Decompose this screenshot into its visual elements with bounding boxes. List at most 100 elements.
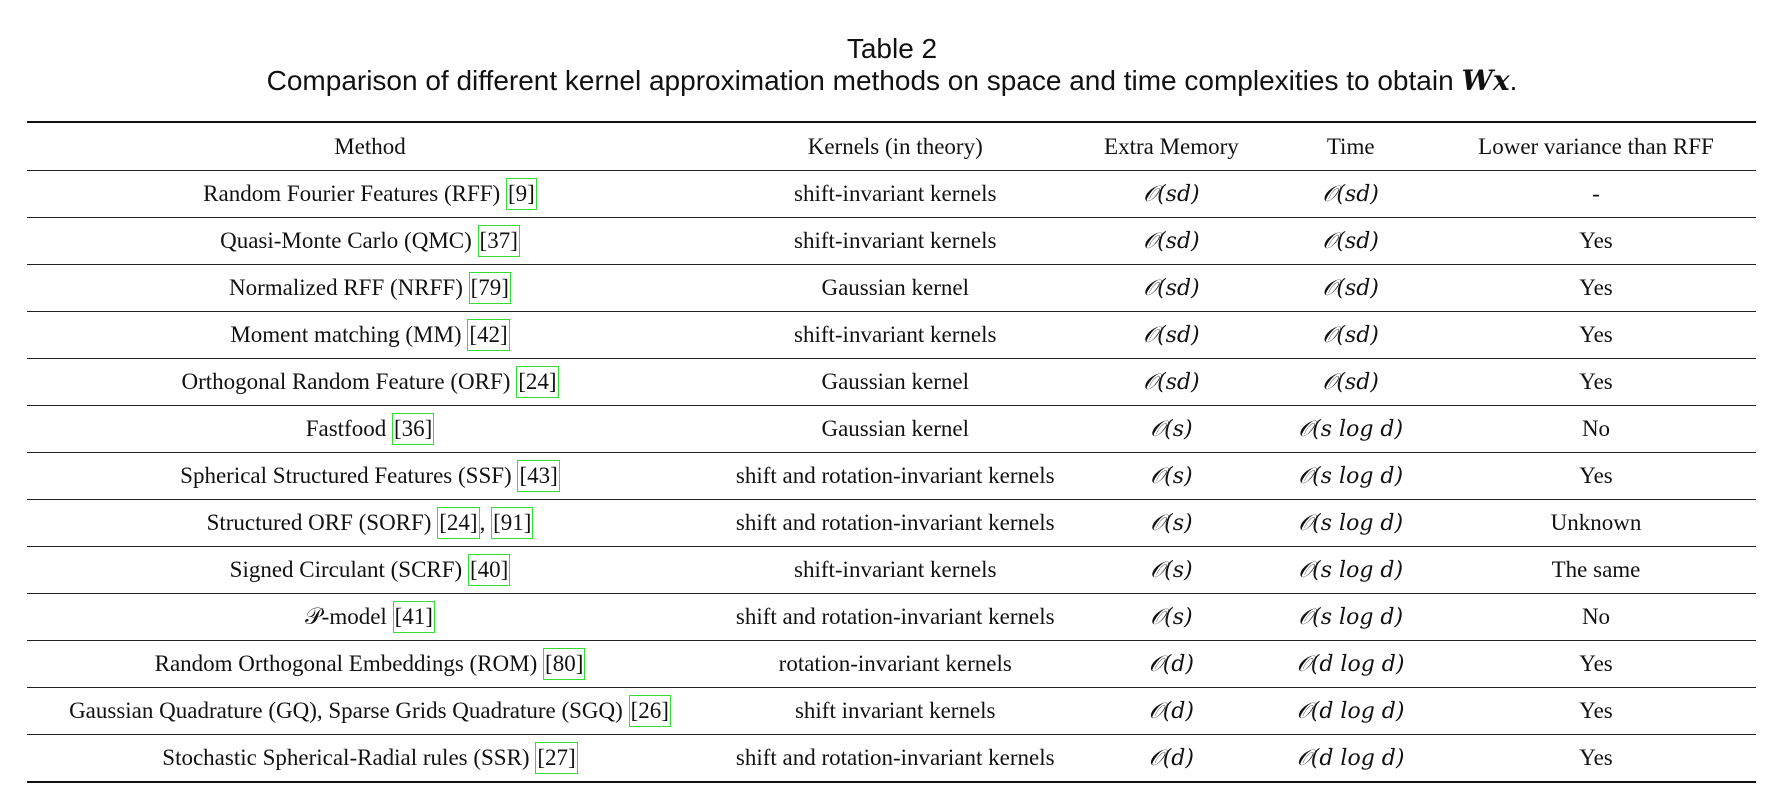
cell-lower-variance: -	[1436, 170, 1756, 218]
caption-description-text: Comparison of different kernel approxima…	[266, 65, 1462, 96]
citation-number: 37	[487, 228, 511, 253]
citation-link[interactable]: [40]	[467, 554, 511, 586]
citation-open-bracket: [	[470, 275, 479, 300]
cell-lower-variance: No	[1436, 405, 1756, 453]
cell-time: 𝒪(sd)	[1265, 358, 1437, 406]
cell-time: 𝒪(s log d)	[1265, 499, 1437, 547]
cell-method: 𝒫-model [41]	[27, 593, 713, 641]
citation-open-bracket: [	[537, 745, 546, 770]
citation-number: 36	[401, 416, 425, 441]
citation-number: 80	[552, 651, 576, 676]
method-name: Gaussian Quadrature (GQ), Sparse Grids Q…	[69, 698, 629, 723]
method-name: Random Fourier Features (RFF)	[203, 181, 506, 206]
cell-method: Structured ORF (SORF) [24], [91]	[27, 499, 713, 547]
cell-time: 𝒪(sd)	[1265, 264, 1437, 312]
citation-link[interactable]: [26]	[628, 695, 671, 727]
cell-extra-memory: 𝒪(sd)	[1077, 358, 1266, 406]
table-row: Fastfood [36] Gaussian kernel 𝒪(s) 𝒪(s log …	[27, 405, 1756, 453]
table-row: Orthogonal Random Feature (ORF) [24] Gaus…	[27, 358, 1756, 406]
cell-lower-variance: Yes	[1436, 311, 1756, 359]
table-row: Moment matching (MM) [42] shift-invariant…	[27, 311, 1756, 359]
cell-time: 𝒪(sd)	[1265, 170, 1437, 218]
cell-kernels: shift-invariant kernels	[712, 311, 1078, 359]
citation-close-bracket: ]	[500, 557, 509, 582]
cell-kernels: shift and rotation-invariant kernels	[712, 499, 1078, 547]
citation-number: 9	[515, 181, 528, 206]
citation-number: 43	[527, 463, 551, 488]
cell-extra-memory: 𝒪(sd)	[1077, 170, 1266, 218]
cell-method: Normalized RFF (NRFF) [79]	[27, 264, 713, 312]
method-name: Random Orthogonal Embeddings (ROM)	[154, 651, 544, 676]
citation-close-bracket: ]	[469, 510, 478, 535]
citation-open-bracket: [	[394, 604, 403, 629]
table-caption-description: Comparison of different kernel approxima…	[0, 64, 1784, 98]
citation-link[interactable]: [24]	[437, 507, 480, 539]
cell-extra-memory: 𝒪(s)	[1077, 546, 1266, 594]
citation-number: 42	[476, 322, 500, 347]
citation-link[interactable]: [37]	[477, 225, 520, 257]
cell-kernels: shift and rotation-invariant kernels	[712, 593, 1078, 641]
cell-extra-memory: 𝒪(s)	[1077, 405, 1266, 453]
table-row: Normalized RFF (NRFF) [79] Gaussian kerne…	[27, 264, 1756, 312]
citation-number: 24	[525, 369, 549, 394]
citation-link[interactable]: [24]	[516, 366, 559, 398]
cell-extra-memory: 𝒪(d)	[1148, 745, 1194, 771]
cell-lower-variance: Yes	[1436, 217, 1756, 265]
citation-link[interactable]: [43]	[517, 460, 560, 492]
cell-lower-variance: The same	[1436, 546, 1756, 594]
citation-link[interactable]: [9]	[505, 178, 537, 210]
citation-number: 79	[478, 275, 502, 300]
cell-extra-memory: 𝒪(sd)	[1077, 217, 1266, 265]
cell-kernels: shift and rotation-invariant kernels	[735, 745, 1055, 770]
citation-link[interactable]: [41]	[392, 601, 435, 633]
citation-link[interactable]: [91]	[491, 507, 534, 539]
cell-kernels: shift-invariant kernels	[712, 217, 1078, 265]
cell-time: 𝒪(s log d)	[1265, 546, 1437, 594]
table-header: Method Kernels (in theory) Extra Memory …	[27, 122, 1756, 171]
citation-number: 91	[500, 510, 524, 535]
cell-kernels: shift-invariant kernels	[712, 170, 1078, 218]
cell-lower-variance: No	[1436, 593, 1756, 641]
citation-separator: ,	[479, 510, 492, 535]
citation-link[interactable]: [42]	[467, 319, 510, 351]
citation-open-bracket: [	[519, 463, 528, 488]
citation-close-bracket: ]	[523, 510, 532, 535]
citation-link[interactable]: [79]	[468, 272, 511, 304]
cell-time: 𝒪(sd)	[1265, 311, 1437, 359]
cell-extra-memory: 𝒪(sd)	[1077, 311, 1266, 359]
cell-lower-variance: Yes	[1436, 452, 1756, 500]
method-name: Fastfood	[305, 416, 392, 441]
citation-link[interactable]: [27]	[535, 742, 578, 774]
table-row: 𝒫-model [41] shift and rotation-invariant…	[27, 593, 1756, 641]
method-name: Moment matching (MM)	[230, 322, 468, 347]
cell-kernels: Gaussian kernel	[712, 405, 1078, 453]
citation-close-bracket: ]	[501, 275, 509, 300]
citation-open-bracket: [	[518, 369, 526, 394]
cell-lower-variance: Unknown	[1436, 499, 1756, 547]
cell-time: 𝒪(s log d)	[1265, 405, 1437, 453]
cell-method: Spherical Structured Features (SSF) [43]	[27, 452, 713, 500]
cell-time: 𝒪(d log d)	[1265, 687, 1437, 735]
method-name: Signed Circulant (SCRF)	[229, 557, 468, 582]
cell-lower-variance: Yes	[1579, 745, 1613, 770]
cell-kernels: shift and rotation-invariant kernels	[712, 452, 1078, 500]
caption-title-text: Table 2	[846, 33, 938, 64]
header-row: Method Kernels (in theory) Extra Memory …	[27, 122, 1756, 171]
citation-close-bracket: ]	[550, 463, 558, 488]
cell-method: Quasi-Monte Carlo (QMC) [37]	[27, 217, 713, 265]
cell-extra-memory: 𝒪(s)	[1077, 499, 1266, 547]
header-extra-memory: Extra Memory	[1077, 122, 1266, 171]
citation-open-bracket: [	[469, 322, 477, 347]
method-name: Stochastic Spherical-Radial rules (SSR)	[162, 745, 536, 770]
citation-link[interactable]: [80]	[543, 648, 586, 680]
cell-lower-variance: Yes	[1436, 687, 1756, 735]
citation-number: 40	[477, 557, 501, 582]
method-name: Structured ORF (SORF)	[206, 510, 438, 535]
cell-time: 𝒪(d log d)	[1296, 745, 1405, 771]
table-row: Structured ORF (SORF) [24], [91] shift an…	[27, 499, 1756, 547]
citation-number: 27	[545, 745, 569, 770]
citation-link[interactable]: [36]	[391, 413, 435, 445]
citation-close-bracket: ]	[499, 322, 508, 347]
cell-kernels: Gaussian kernel	[712, 358, 1078, 406]
citation-open-bracket: [	[469, 557, 478, 582]
